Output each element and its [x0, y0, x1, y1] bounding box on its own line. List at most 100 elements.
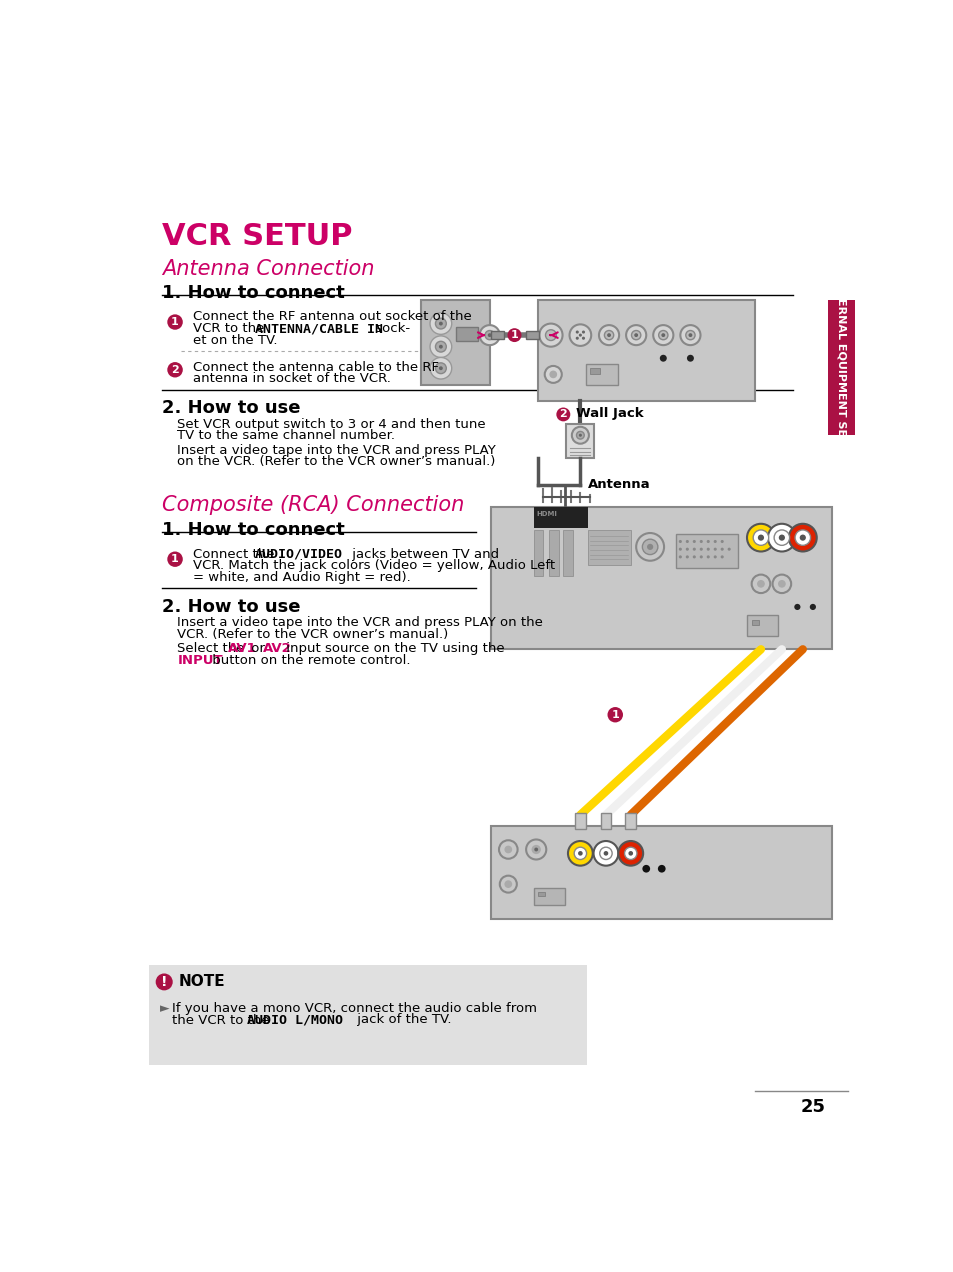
- Text: 25: 25: [800, 1098, 824, 1117]
- Circle shape: [575, 337, 578, 340]
- Circle shape: [699, 548, 702, 551]
- Circle shape: [720, 539, 723, 543]
- Circle shape: [679, 326, 700, 345]
- Text: EXTERNAL EQUIPMENT SETUP: EXTERNAL EQUIPMENT SETUP: [836, 273, 845, 460]
- FancyBboxPatch shape: [562, 530, 572, 576]
- Circle shape: [794, 604, 800, 611]
- Circle shape: [607, 707, 622, 722]
- FancyBboxPatch shape: [537, 300, 754, 401]
- Circle shape: [778, 580, 785, 588]
- Circle shape: [686, 355, 693, 361]
- Circle shape: [487, 333, 491, 337]
- FancyBboxPatch shape: [587, 530, 630, 565]
- Circle shape: [578, 434, 581, 436]
- Circle shape: [660, 333, 664, 337]
- Circle shape: [599, 847, 612, 860]
- Text: AUDIO L/MONO: AUDIO L/MONO: [247, 1014, 343, 1027]
- Circle shape: [773, 530, 789, 546]
- Circle shape: [720, 548, 723, 551]
- Text: Antenna: Antenna: [587, 477, 650, 491]
- Circle shape: [438, 322, 442, 326]
- Circle shape: [534, 847, 537, 851]
- Circle shape: [706, 539, 709, 543]
- Text: Set VCR output switch to 3 or 4 and then tune: Set VCR output switch to 3 or 4 and then…: [177, 417, 485, 430]
- Circle shape: [435, 363, 446, 374]
- Circle shape: [713, 548, 716, 551]
- Circle shape: [581, 331, 584, 333]
- Text: input source on the TV using the: input source on the TV using the: [282, 642, 504, 655]
- Circle shape: [685, 556, 688, 558]
- Circle shape: [545, 329, 556, 341]
- FancyBboxPatch shape: [534, 530, 542, 576]
- Circle shape: [699, 556, 702, 558]
- Text: antenna in socket of the VCR.: antenna in socket of the VCR.: [193, 373, 391, 385]
- FancyBboxPatch shape: [534, 506, 587, 528]
- Circle shape: [576, 431, 583, 439]
- Circle shape: [525, 840, 546, 860]
- Circle shape: [628, 851, 633, 856]
- Text: VCR. (Refer to the VCR owner’s manual.): VCR. (Refer to the VCR owner’s manual.): [177, 627, 448, 641]
- Text: HDMI: HDMI: [536, 511, 557, 518]
- Text: et on the TV.: et on the TV.: [193, 333, 277, 346]
- Circle shape: [634, 333, 638, 337]
- FancyBboxPatch shape: [491, 506, 831, 649]
- Circle shape: [538, 323, 562, 347]
- Circle shape: [679, 556, 681, 558]
- Text: 1: 1: [171, 555, 179, 565]
- FancyBboxPatch shape: [149, 965, 586, 1065]
- Circle shape: [167, 363, 183, 378]
- Circle shape: [499, 875, 517, 893]
- Text: jack of the TV.: jack of the TV.: [353, 1014, 452, 1027]
- Text: AV2: AV2: [262, 642, 291, 655]
- Circle shape: [549, 370, 557, 378]
- Circle shape: [699, 539, 702, 543]
- Circle shape: [688, 333, 692, 337]
- Circle shape: [598, 326, 618, 345]
- Circle shape: [799, 534, 805, 541]
- Circle shape: [603, 851, 608, 856]
- Circle shape: [757, 534, 763, 541]
- Circle shape: [430, 357, 452, 379]
- Circle shape: [692, 548, 695, 551]
- Circle shape: [504, 880, 512, 888]
- Circle shape: [767, 524, 795, 552]
- Text: ►: ►: [159, 1002, 169, 1015]
- Circle shape: [531, 845, 540, 854]
- Circle shape: [574, 847, 586, 860]
- Text: 1: 1: [171, 317, 179, 327]
- Circle shape: [484, 331, 494, 340]
- FancyBboxPatch shape: [624, 813, 636, 828]
- Circle shape: [556, 407, 570, 421]
- Circle shape: [679, 548, 681, 551]
- Text: or: or: [247, 642, 269, 655]
- Circle shape: [438, 366, 442, 370]
- Circle shape: [167, 314, 183, 329]
- Circle shape: [706, 556, 709, 558]
- Circle shape: [155, 973, 172, 991]
- FancyBboxPatch shape: [491, 827, 831, 918]
- Circle shape: [685, 331, 695, 340]
- Circle shape: [720, 556, 723, 558]
- Text: jacks between TV and: jacks between TV and: [348, 548, 498, 561]
- Text: Connect the RF antenna out socket of the: Connect the RF antenna out socket of the: [193, 310, 471, 323]
- Circle shape: [658, 865, 665, 873]
- Circle shape: [167, 552, 183, 567]
- Circle shape: [653, 326, 673, 345]
- Text: Connect the: Connect the: [193, 548, 278, 561]
- Text: Connect the antenna cable to the RF: Connect the antenna cable to the RF: [193, 360, 438, 374]
- FancyBboxPatch shape: [585, 364, 618, 385]
- Text: on the VCR. (Refer to the VCR owner’s manual.): on the VCR. (Refer to the VCR owner’s ma…: [177, 455, 496, 468]
- Text: NOTE: NOTE: [178, 974, 225, 990]
- Text: 2: 2: [558, 410, 567, 420]
- Circle shape: [794, 530, 810, 546]
- Circle shape: [757, 580, 764, 588]
- FancyBboxPatch shape: [525, 331, 537, 338]
- Text: INPUT: INPUT: [177, 654, 223, 667]
- Circle shape: [685, 548, 688, 551]
- Circle shape: [646, 544, 653, 550]
- Circle shape: [504, 846, 512, 854]
- Circle shape: [692, 539, 695, 543]
- Circle shape: [772, 575, 790, 593]
- Circle shape: [746, 524, 774, 552]
- Circle shape: [569, 324, 591, 346]
